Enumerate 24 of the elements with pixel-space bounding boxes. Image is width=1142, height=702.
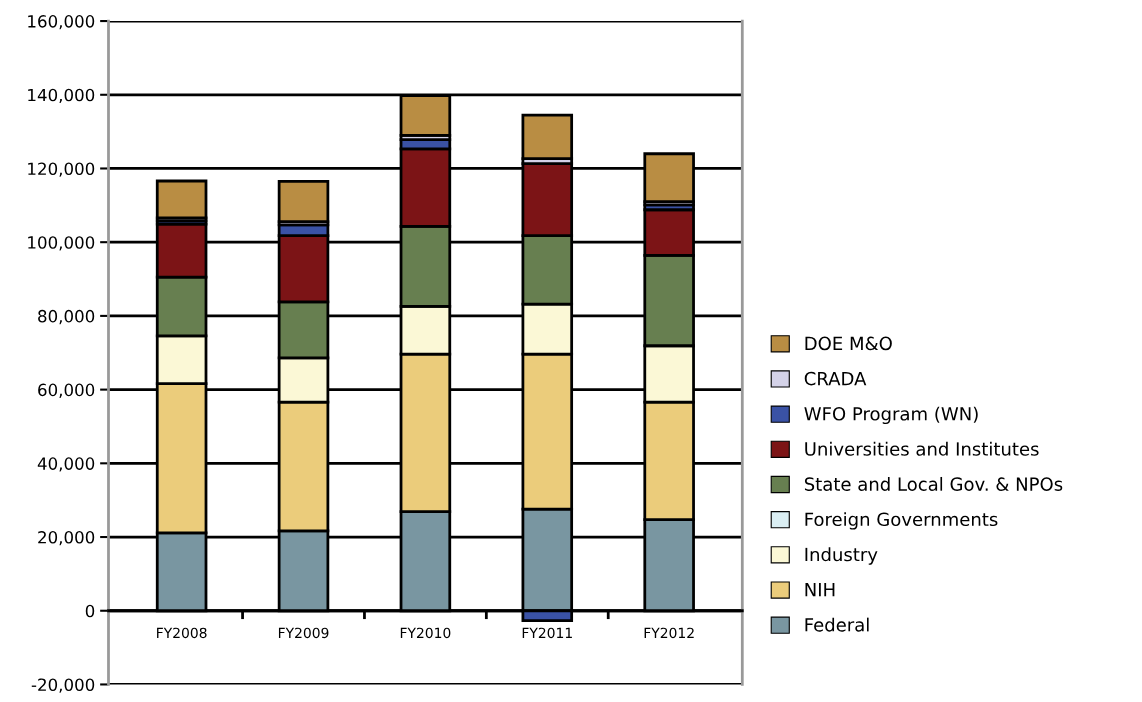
legend-label: CRADA bbox=[804, 371, 867, 386]
legend-label: State and Local Gov. & NPOs bbox=[804, 476, 1063, 491]
y-tick-label: 60,000 bbox=[38, 383, 95, 398]
legend-label: DOE M&O bbox=[805, 336, 892, 351]
y-tick-label: -20,000 bbox=[31, 678, 95, 693]
x-tick-label: FY2010 bbox=[400, 627, 451, 639]
y-tick-label: 20,000 bbox=[38, 530, 95, 546]
y-tick-label: 120,000 bbox=[28, 162, 95, 177]
y-tick-label: 40,000 bbox=[37, 457, 95, 472]
y-tick-label: 140,000 bbox=[28, 88, 95, 104]
x-tick-label: FY2012 bbox=[644, 627, 694, 639]
legend-label: WFO Program (WN) bbox=[804, 406, 978, 425]
y-tick-label: 80,000 bbox=[38, 309, 95, 325]
y-tick-label: 0 bbox=[85, 604, 95, 618]
x-tick-label: FY2011 bbox=[522, 627, 572, 639]
legend-label: Industry bbox=[805, 547, 878, 565]
legend-label: NIH bbox=[805, 583, 835, 597]
y-tick-label: 100,000 bbox=[28, 236, 95, 251]
legend-label: Universities and Institutes bbox=[805, 441, 1039, 456]
x-tick-label: FY2008 bbox=[157, 627, 207, 639]
x-tick-label: FY2009 bbox=[278, 627, 329, 639]
legend-label: Foreign Governments bbox=[805, 512, 998, 530]
legend-label: Federal bbox=[805, 617, 869, 632]
y-tick-label: 160,000 bbox=[28, 15, 95, 30]
